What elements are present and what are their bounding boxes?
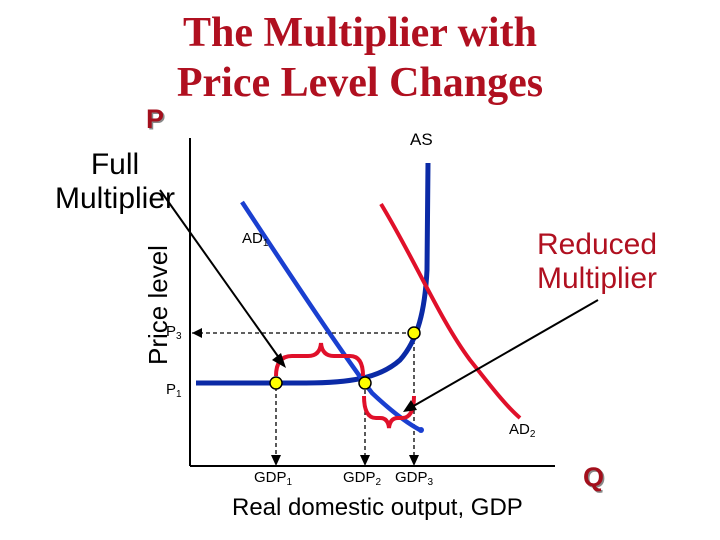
ad1-curve bbox=[240, 200, 422, 432]
reduced-multiplier-brace bbox=[362, 395, 416, 429]
full-multiplier-label: Full Multiplier bbox=[30, 148, 200, 216]
gdp1-arrowhead bbox=[271, 455, 281, 466]
reduced-multiplier-line-1: Reduced bbox=[536, 228, 658, 261]
gdp3-label-sub: 3 bbox=[427, 477, 434, 488]
ad2-label-sub: 2 bbox=[529, 429, 536, 440]
y-axis-label: Price level bbox=[143, 245, 173, 365]
full-multiplier-line-1: Full bbox=[90, 148, 140, 181]
reduced-multiplier-arrow bbox=[409, 299, 599, 409]
gdp3-label: GDP3 bbox=[395, 469, 433, 488]
gdp3-label-text: GDP bbox=[395, 469, 428, 486]
gdp1-label-sub: 1 bbox=[286, 477, 293, 488]
ad2-curve-label: AD2 bbox=[509, 421, 535, 440]
p1-label-sub: 1 bbox=[176, 389, 182, 400]
reduced-multiplier-line-2: Multiplier bbox=[536, 262, 658, 295]
gdp1-label-text: GDP bbox=[254, 469, 287, 486]
p1-label: P1 bbox=[166, 381, 182, 400]
as-curve-label: AS bbox=[410, 130, 433, 149]
full-multiplier-arrow bbox=[159, 189, 283, 363]
equilibrium-point-3 bbox=[407, 326, 421, 340]
y-axis-symbol: P bbox=[146, 104, 165, 134]
ad1-curve-label: AD1 bbox=[242, 230, 268, 249]
p3-label-text: P bbox=[166, 323, 177, 340]
gdp3-arrowhead bbox=[409, 455, 419, 466]
equilibrium-point-1 bbox=[269, 376, 283, 390]
x-axis-symbol: Q bbox=[583, 462, 605, 492]
ad2-label-text: AD bbox=[509, 421, 530, 438]
gdp2-label-sub: 2 bbox=[375, 477, 382, 488]
as-curve bbox=[196, 162, 431, 386]
full-multiplier-brace bbox=[274, 342, 365, 377]
reduced-multiplier-arrowhead bbox=[403, 400, 417, 412]
title-line-1: The Multiplier with bbox=[183, 10, 537, 56]
ad1-label-sub: 1 bbox=[262, 238, 269, 249]
p3-label: P3 bbox=[166, 323, 182, 342]
full-multiplier-line-2: Multiplier bbox=[54, 182, 176, 215]
ad1-label-text: AD bbox=[242, 230, 263, 247]
gdp1-label: GDP1 bbox=[254, 469, 292, 488]
page-title: The Multiplier with Price Level Changes bbox=[150, 8, 570, 108]
full-multiplier-arrowhead bbox=[272, 353, 286, 368]
x-axis-label: Real domestic output, GDP bbox=[232, 494, 523, 521]
gdp2-arrowhead bbox=[360, 455, 370, 466]
gdp2-label-text: GDP bbox=[343, 469, 376, 486]
p3-arrowhead bbox=[192, 328, 202, 338]
equilibrium-point-2 bbox=[358, 376, 372, 390]
reduced-multiplier-label: Reduced Multiplier bbox=[512, 228, 682, 296]
title-line-2: Price Level Changes bbox=[176, 60, 544, 106]
p3-label-sub: 3 bbox=[176, 331, 182, 342]
p1-label-text: P bbox=[166, 381, 177, 398]
ad2-curve bbox=[379, 202, 522, 420]
gdp2-label: GDP2 bbox=[343, 469, 381, 488]
ad1-end-dot bbox=[418, 427, 424, 433]
